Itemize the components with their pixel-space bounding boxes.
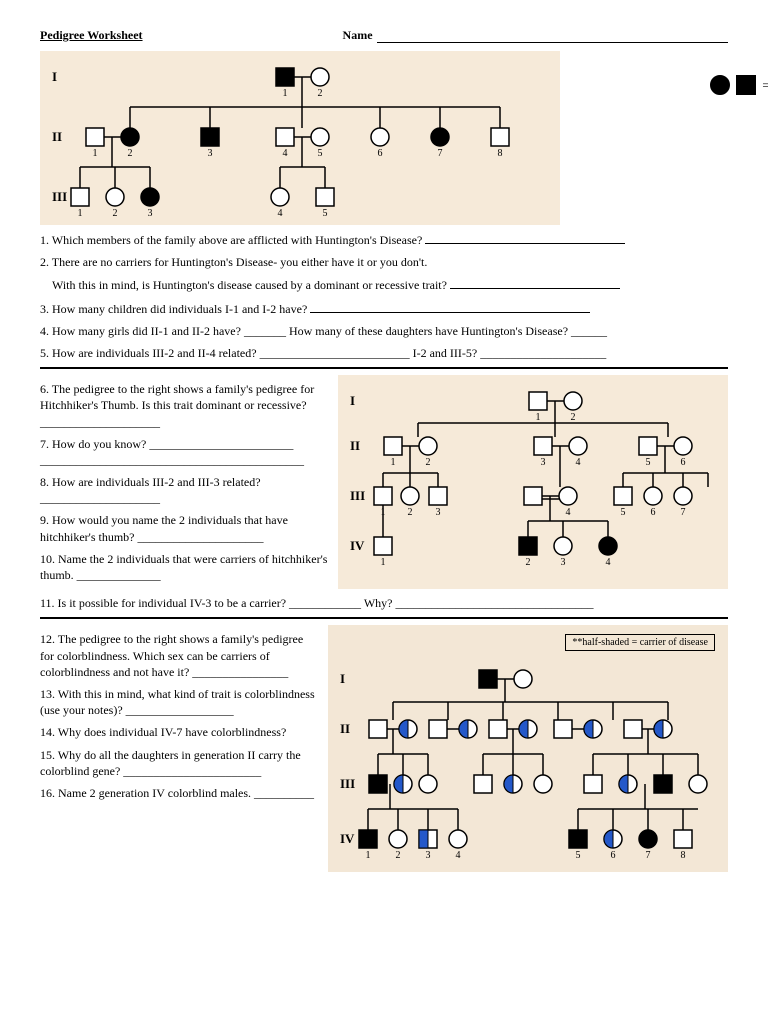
q11: 11. Is it possible for individual IV-3 t… (40, 595, 728, 611)
divider-2 (40, 617, 728, 619)
svg-text:3: 3 (436, 507, 441, 518)
svg-text:2: 2 (396, 850, 401, 861)
q2b: With this in mind, is Huntington's disea… (52, 276, 728, 293)
q3: 3. How many children did individuals I-1… (40, 300, 728, 317)
pedigree-3: **half-shaded = carrier of disease IIIII… (328, 625, 728, 872)
pedigree-1: IIIIII121234567812345 (40, 51, 560, 225)
svg-text:2: 2 (113, 208, 118, 217)
svg-text:3: 3 (426, 850, 431, 861)
q16: 16. Name 2 generation IV colorblind male… (40, 785, 318, 801)
svg-text:IV: IV (340, 831, 355, 846)
worksheet-title: Pedigree Worksheet (40, 28, 143, 43)
svg-text:2: 2 (128, 148, 133, 159)
svg-text:5: 5 (576, 850, 581, 861)
svg-text:1: 1 (391, 457, 396, 468)
section-3: 12. The pedigree to the right shows a fa… (40, 625, 728, 872)
q12: 12. The pedigree to the right shows a fa… (40, 631, 318, 680)
svg-text:IV: IV (350, 538, 365, 553)
questions-col-3: 12. The pedigree to the right shows a fa… (40, 625, 318, 872)
svg-text:1: 1 (78, 208, 83, 217)
svg-text:I: I (52, 69, 57, 84)
svg-text:6: 6 (681, 457, 686, 468)
svg-text:6: 6 (611, 850, 616, 861)
svg-text:2: 2 (318, 88, 323, 99)
pedigree-1-wrap: IIIIII121234567812345 = Huntington's Dis… (40, 51, 728, 225)
q8: 8. How are individuals III-2 and III-3 r… (40, 474, 328, 506)
svg-text:2: 2 (571, 412, 576, 423)
questions-col-2: 6. The pedigree to the right shows a fam… (40, 375, 328, 589)
svg-text:8: 8 (498, 148, 503, 159)
q15: 15. Why do all the daughters in generati… (40, 747, 318, 779)
svg-text:III: III (52, 189, 67, 204)
q7: 7. How do you know? ____________________… (40, 436, 328, 468)
q2: 2. There are no carriers for Huntington'… (40, 254, 728, 270)
pedigree-2-svg: IIIIIIIV1212345612345671234 (348, 381, 718, 566)
svg-text:6: 6 (651, 507, 656, 518)
name-label: Name (343, 28, 373, 43)
svg-text:1: 1 (366, 850, 371, 861)
svg-text:1: 1 (536, 412, 541, 423)
worksheet-page: Pedigree Worksheet Name IIIIII1212345678… (0, 0, 768, 900)
pedigree-2: IIIIIIIV1212345612345671234 (338, 375, 728, 589)
q10: 10. Name the 2 individuals that were car… (40, 551, 328, 583)
q6: 6. The pedigree to the right shows a fam… (40, 381, 328, 430)
blank[interactable] (450, 276, 620, 289)
svg-text:3: 3 (561, 557, 566, 566)
svg-text:4: 4 (278, 208, 283, 217)
svg-text:4: 4 (456, 850, 461, 861)
q13: 13. With this in mind, what kind of trai… (40, 686, 318, 718)
svg-text:8: 8 (681, 850, 686, 861)
q9: 9. How would you name the 2 individuals … (40, 512, 328, 544)
svg-text:5: 5 (646, 457, 651, 468)
legend-square-filled (736, 75, 756, 95)
legend-circle-filled (710, 75, 730, 95)
svg-text:4: 4 (576, 457, 581, 468)
svg-text:1: 1 (381, 557, 386, 566)
svg-text:3: 3 (148, 208, 153, 217)
pedigree-1-svg: IIIIII121234567812345 (50, 57, 550, 217)
svg-text:3: 3 (208, 148, 213, 159)
svg-text:4: 4 (566, 507, 571, 518)
name-blank[interactable] (377, 28, 728, 43)
svg-text:1: 1 (283, 88, 288, 99)
blank[interactable] (425, 231, 625, 244)
pedigree-3-svg: IIIIIIIV12345678 (338, 654, 718, 864)
svg-text:6: 6 (378, 148, 383, 159)
q5: 5. How are individuals III-2 and II-4 re… (40, 345, 728, 361)
legend-carrier: **half-shaded = carrier of disease (565, 634, 715, 651)
q1: 1. Which members of the family above are… (40, 231, 728, 248)
q14: 14. Why does individual IV-7 have colorb… (40, 724, 318, 740)
svg-text:5: 5 (323, 208, 328, 217)
svg-text:2: 2 (408, 507, 413, 518)
svg-text:III: III (350, 488, 365, 503)
svg-text:4: 4 (606, 557, 611, 566)
legend-huntington: = Huntington's Disease (706, 71, 768, 99)
q4: 4. How many girls did II-1 and II-2 have… (40, 323, 728, 339)
svg-text:2: 2 (526, 557, 531, 566)
svg-text:7: 7 (646, 850, 651, 861)
divider-1 (40, 367, 728, 369)
svg-text:5: 5 (621, 507, 626, 518)
svg-text:II: II (52, 129, 62, 144)
section-2: 6. The pedigree to the right shows a fam… (40, 375, 728, 589)
svg-text:7: 7 (681, 507, 686, 518)
svg-text:I: I (340, 671, 345, 686)
svg-text:3: 3 (541, 457, 546, 468)
svg-text:1: 1 (93, 148, 98, 159)
svg-text:5: 5 (318, 148, 323, 159)
svg-text:II: II (350, 438, 360, 453)
blank[interactable] (310, 300, 590, 313)
svg-text:I: I (350, 393, 355, 408)
svg-text:III: III (340, 776, 355, 791)
svg-text:II: II (340, 721, 350, 736)
svg-text:7: 7 (438, 148, 443, 159)
svg-text:4: 4 (283, 148, 288, 159)
legend-text: = Huntington's Disease (762, 78, 768, 93)
svg-text:2: 2 (426, 457, 431, 468)
header: Pedigree Worksheet Name (40, 28, 728, 43)
